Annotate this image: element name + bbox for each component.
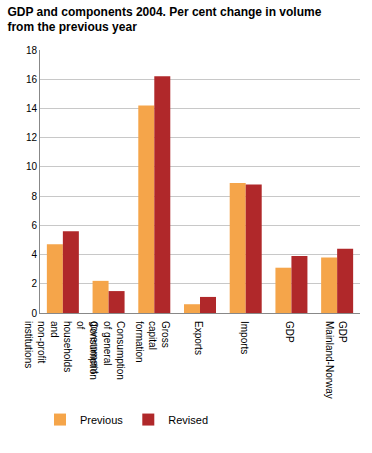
svg-text:2: 2 — [31, 278, 37, 289]
svg-text:GDP: GDP — [284, 321, 295, 343]
svg-text:Previous: Previous — [80, 414, 123, 426]
svg-text:GDP and components 2004. Per c: GDP and components 2004. Per cent change… — [7, 5, 321, 35]
svg-text:10: 10 — [26, 161, 38, 172]
svg-text:Exports: Exports — [193, 321, 204, 355]
svg-text:Grosscapitalformation: Grosscapitalformation — [134, 321, 171, 363]
svg-text:0: 0 — [31, 308, 37, 319]
svg-text:18: 18 — [26, 45, 38, 56]
svg-text:14: 14 — [26, 103, 38, 114]
svg-text:8: 8 — [31, 191, 37, 202]
svg-text:Revised: Revised — [168, 414, 208, 426]
svg-text:6: 6 — [31, 220, 37, 231]
svg-text:4: 4 — [31, 249, 37, 260]
svg-text:Consumptionof generalgovernmen: Consumptionof generalgovernment — [89, 321, 126, 380]
svg-text:Imports: Imports — [239, 321, 250, 354]
svg-text:GDPMainland-Norway: GDPMainland-Norway — [324, 321, 348, 399]
svg-text:Consumptionofhouseholdsandnon-: Consumptionofhouseholdsandnon-profitinst… — [23, 321, 99, 380]
svg-text:12: 12 — [26, 132, 38, 143]
svg-text:16: 16 — [26, 74, 38, 85]
